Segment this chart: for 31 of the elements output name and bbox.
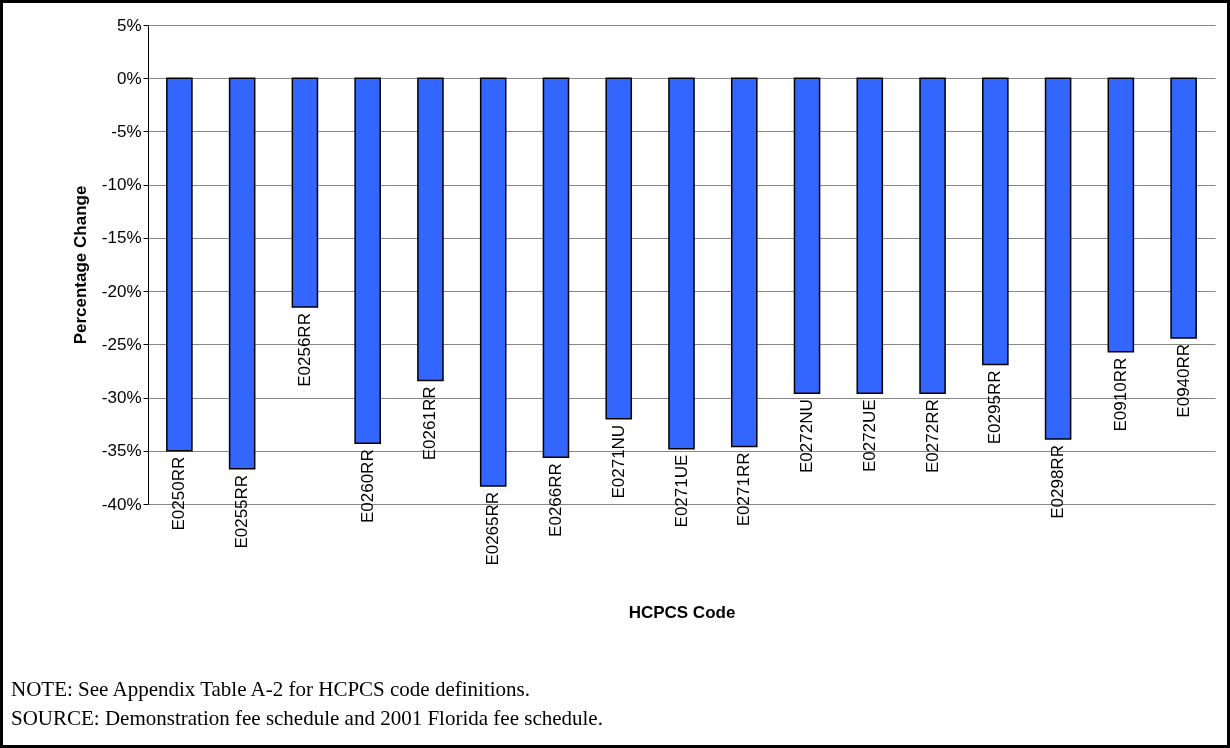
y-tick-label: -15% xyxy=(101,228,142,248)
y-tick-label: -40% xyxy=(101,494,142,514)
text: NOTE: See Appendix Table A-2 for HCPCS code definitions. xyxy=(11,676,531,703)
x-tick-label: E0940RR xyxy=(1173,343,1193,418)
x-tick-label: E0271NU xyxy=(608,424,628,499)
x-tick-label: E0255RR xyxy=(232,474,252,549)
x-tick-label: E0250RR xyxy=(169,456,189,531)
x-tick-label: E0256RR xyxy=(294,313,314,387)
y-axis-title: Percentage Change xyxy=(70,185,90,345)
x-tick-label: E0260RR xyxy=(357,449,377,524)
y-tick-label: -35% xyxy=(101,441,142,461)
y-tick-label: -10% xyxy=(101,175,142,195)
x-tick-label: E0271UE xyxy=(671,454,691,528)
x-tick-label: E0261RR xyxy=(420,386,440,461)
x-tick-label: E0271RR xyxy=(734,452,754,527)
y-tick-label: -20% xyxy=(101,281,142,301)
y-tick-label: -5% xyxy=(111,121,142,141)
x-tick-label: E0298RR xyxy=(1048,445,1068,519)
x-tick-label: E0266RR xyxy=(545,463,565,537)
x-axis-title: HCPCS Code xyxy=(628,602,736,622)
x-tick-label: E0265RR xyxy=(483,491,503,566)
y-tick-label: 5% xyxy=(116,15,142,35)
source-note: SOURCE: Demonstration fee schedule and 2001 Florida fee schedule. xyxy=(11,705,603,732)
x-tick-label: E0910RR xyxy=(1110,357,1130,432)
x-tick-label: E0272UE xyxy=(859,399,879,473)
x-tick-label: E0272RR xyxy=(922,399,942,474)
x-tick-label: E0295RR xyxy=(985,370,1005,445)
y-tick-label: -30% xyxy=(101,388,142,408)
y-tick-label: 0% xyxy=(116,68,142,88)
y-tick-label: -25% xyxy=(101,334,142,354)
x-tick-label: E0272NU xyxy=(797,399,817,474)
